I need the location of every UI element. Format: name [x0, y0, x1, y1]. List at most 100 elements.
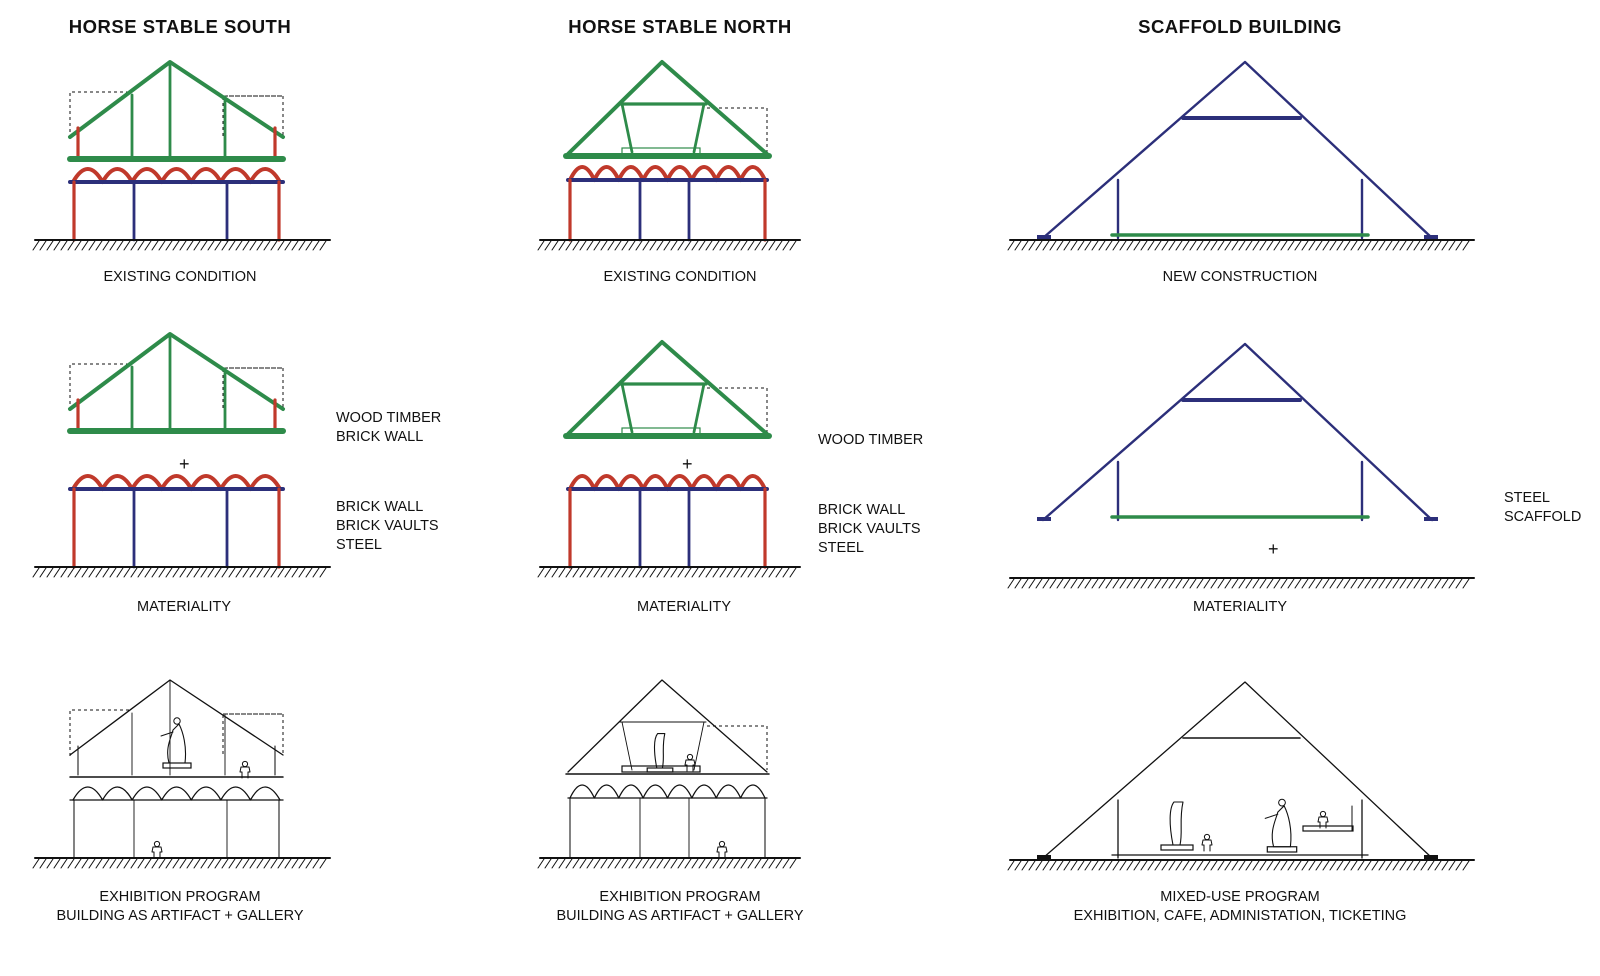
scaffold-foot	[1037, 235, 1051, 239]
section-horse-stable-north	[537, 60, 801, 251]
material-label: BRICK VAULTS	[818, 521, 921, 537]
timber-roof	[566, 60, 769, 156]
section-scaffold-building	[1007, 60, 1475, 251]
material-label: SCAFFOLD	[1504, 509, 1582, 525]
title-horse-stable-north: HORSE STABLE NORTH	[568, 16, 792, 37]
scaffold-foot	[1424, 235, 1438, 239]
materials-north-lower: BRICK WALL BRICK VAULTS STEEL	[818, 501, 921, 558]
timber-strut	[620, 102, 634, 154]
statue-arm	[1264, 813, 1279, 819]
parapet-outline	[707, 725, 768, 770]
sculpture-plinth	[1160, 844, 1194, 851]
person-figure	[1317, 816, 1329, 829]
person-figure	[716, 846, 728, 859]
ground-hatch	[32, 858, 327, 869]
caption-line: MIXED-USE PROGRAM	[1160, 889, 1320, 905]
caption-south-existing: EXISTING CONDITION	[103, 269, 257, 285]
material-label: BRICK WALL	[818, 502, 906, 518]
material-label: WOOD TIMBER	[818, 432, 924, 448]
brick-vaults	[568, 474, 767, 491]
person-figure	[153, 840, 161, 848]
caption-scaffold-new: NEW CONSTRUCTION	[1162, 269, 1318, 285]
material-label: BRICK VAULTS	[336, 518, 439, 534]
parapet-outline	[69, 91, 130, 138]
statue-plinth	[162, 762, 192, 769]
materials-south-upper: WOOD TIMBER BRICK WALL	[336, 409, 441, 447]
timber-plate	[621, 427, 701, 435]
brick-vaults	[569, 784, 766, 799]
ground-hatch	[32, 567, 327, 578]
timber-strut	[620, 382, 634, 434]
material-label: STEEL	[818, 540, 864, 556]
title-scaffold-building: SCAFFOLD BUILDING	[1138, 16, 1342, 37]
parapet-outline	[69, 709, 130, 756]
timber-strut	[621, 721, 633, 771]
steel-scaffold-roof	[1041, 60, 1434, 240]
ground-hatch	[537, 240, 797, 251]
brick-vaults	[568, 165, 767, 182]
scaffold-foot	[1037, 855, 1051, 859]
timber-roof	[68, 332, 285, 411]
parapet-outline	[69, 363, 130, 410]
person-figure	[1203, 833, 1211, 841]
sculpture-abstract	[1169, 801, 1184, 846]
ground-scaffold-materiality	[1007, 577, 1475, 589]
ground-hatch	[1007, 578, 1470, 589]
caption-south-program: EXHIBITION PROGRAM BUILDING AS ARTIFACT …	[0, 888, 360, 926]
sculpture-abstract	[653, 733, 666, 769]
ground-hatch	[537, 567, 797, 578]
materials-south-lower: BRICK WALL BRICK VAULTS STEEL	[336, 498, 439, 555]
ground-hatch	[537, 858, 797, 869]
steel-scaffold-roof	[1041, 342, 1434, 522]
caption-scaffold-program: MIXED-USE PROGRAM EXHIBITION, CAFE, ADMI…	[1060, 888, 1420, 926]
person-figure	[1319, 810, 1327, 818]
caption-north-materiality: MATERIALITY	[637, 599, 731, 615]
person-figure	[718, 840, 726, 848]
cafe-counter	[1302, 825, 1354, 832]
section-horse-stable-south	[67, 332, 286, 434]
ground-hatch	[1007, 860, 1470, 871]
section-scaffold-building	[1007, 681, 1475, 871]
materials-north-upper: WOOD TIMBER	[818, 431, 923, 450]
parapet-outline	[223, 713, 284, 754]
caption-scaffold-materiality: MATERIALITY	[1193, 599, 1287, 615]
statue-arm	[160, 731, 174, 737]
person-figure	[151, 846, 163, 859]
parapet-outline	[707, 107, 768, 152]
timber-strut	[693, 721, 705, 771]
material-label: BRICK WALL	[336, 499, 424, 515]
parapet-outline	[222, 367, 283, 408]
plus-south: +	[179, 454, 190, 474]
material-label: STEEL	[336, 537, 382, 553]
caption-north-program: EXHIBITION PROGRAM BUILDING AS ARTIFACT …	[500, 888, 860, 926]
section-horse-stable-south	[32, 474, 331, 578]
statue-plinth	[1266, 846, 1298, 853]
timber-roof	[567, 679, 768, 773]
steel-scaffold-roof	[1042, 681, 1433, 859]
person-figure	[239, 766, 251, 779]
plus-scaffold: +	[1268, 539, 1279, 559]
caption-line: EXHIBITION, CAFE, ADMINISTATION, TICKETI…	[1073, 908, 1407, 924]
caption-line: EXHIBITION PROGRAM	[99, 889, 261, 905]
parapet-outline	[222, 713, 283, 754]
section-scaffold-building	[1037, 342, 1438, 522]
timber-plate	[621, 765, 701, 773]
ground-hatch	[1007, 240, 1470, 251]
material-label: BRICK WALL	[336, 429, 424, 445]
scaffold-foot	[1424, 855, 1438, 859]
scaffold-foot	[1424, 517, 1438, 521]
sculpture-plinth	[646, 767, 674, 773]
caption-south-materiality: MATERIALITY	[137, 599, 231, 615]
ground-hatch	[32, 240, 327, 251]
parapet-outline	[707, 387, 768, 432]
section-horse-stable-north	[537, 679, 801, 869]
title-horse-stable-south: HORSE STABLE SOUTH	[68, 16, 292, 37]
section-horse-stable-north	[537, 474, 801, 578]
timber-plate	[621, 147, 701, 155]
statue-figure	[1271, 805, 1292, 848]
material-label: WOOD TIMBER	[336, 410, 442, 426]
timber-roof	[566, 340, 769, 436]
parapet-outline	[222, 95, 283, 136]
